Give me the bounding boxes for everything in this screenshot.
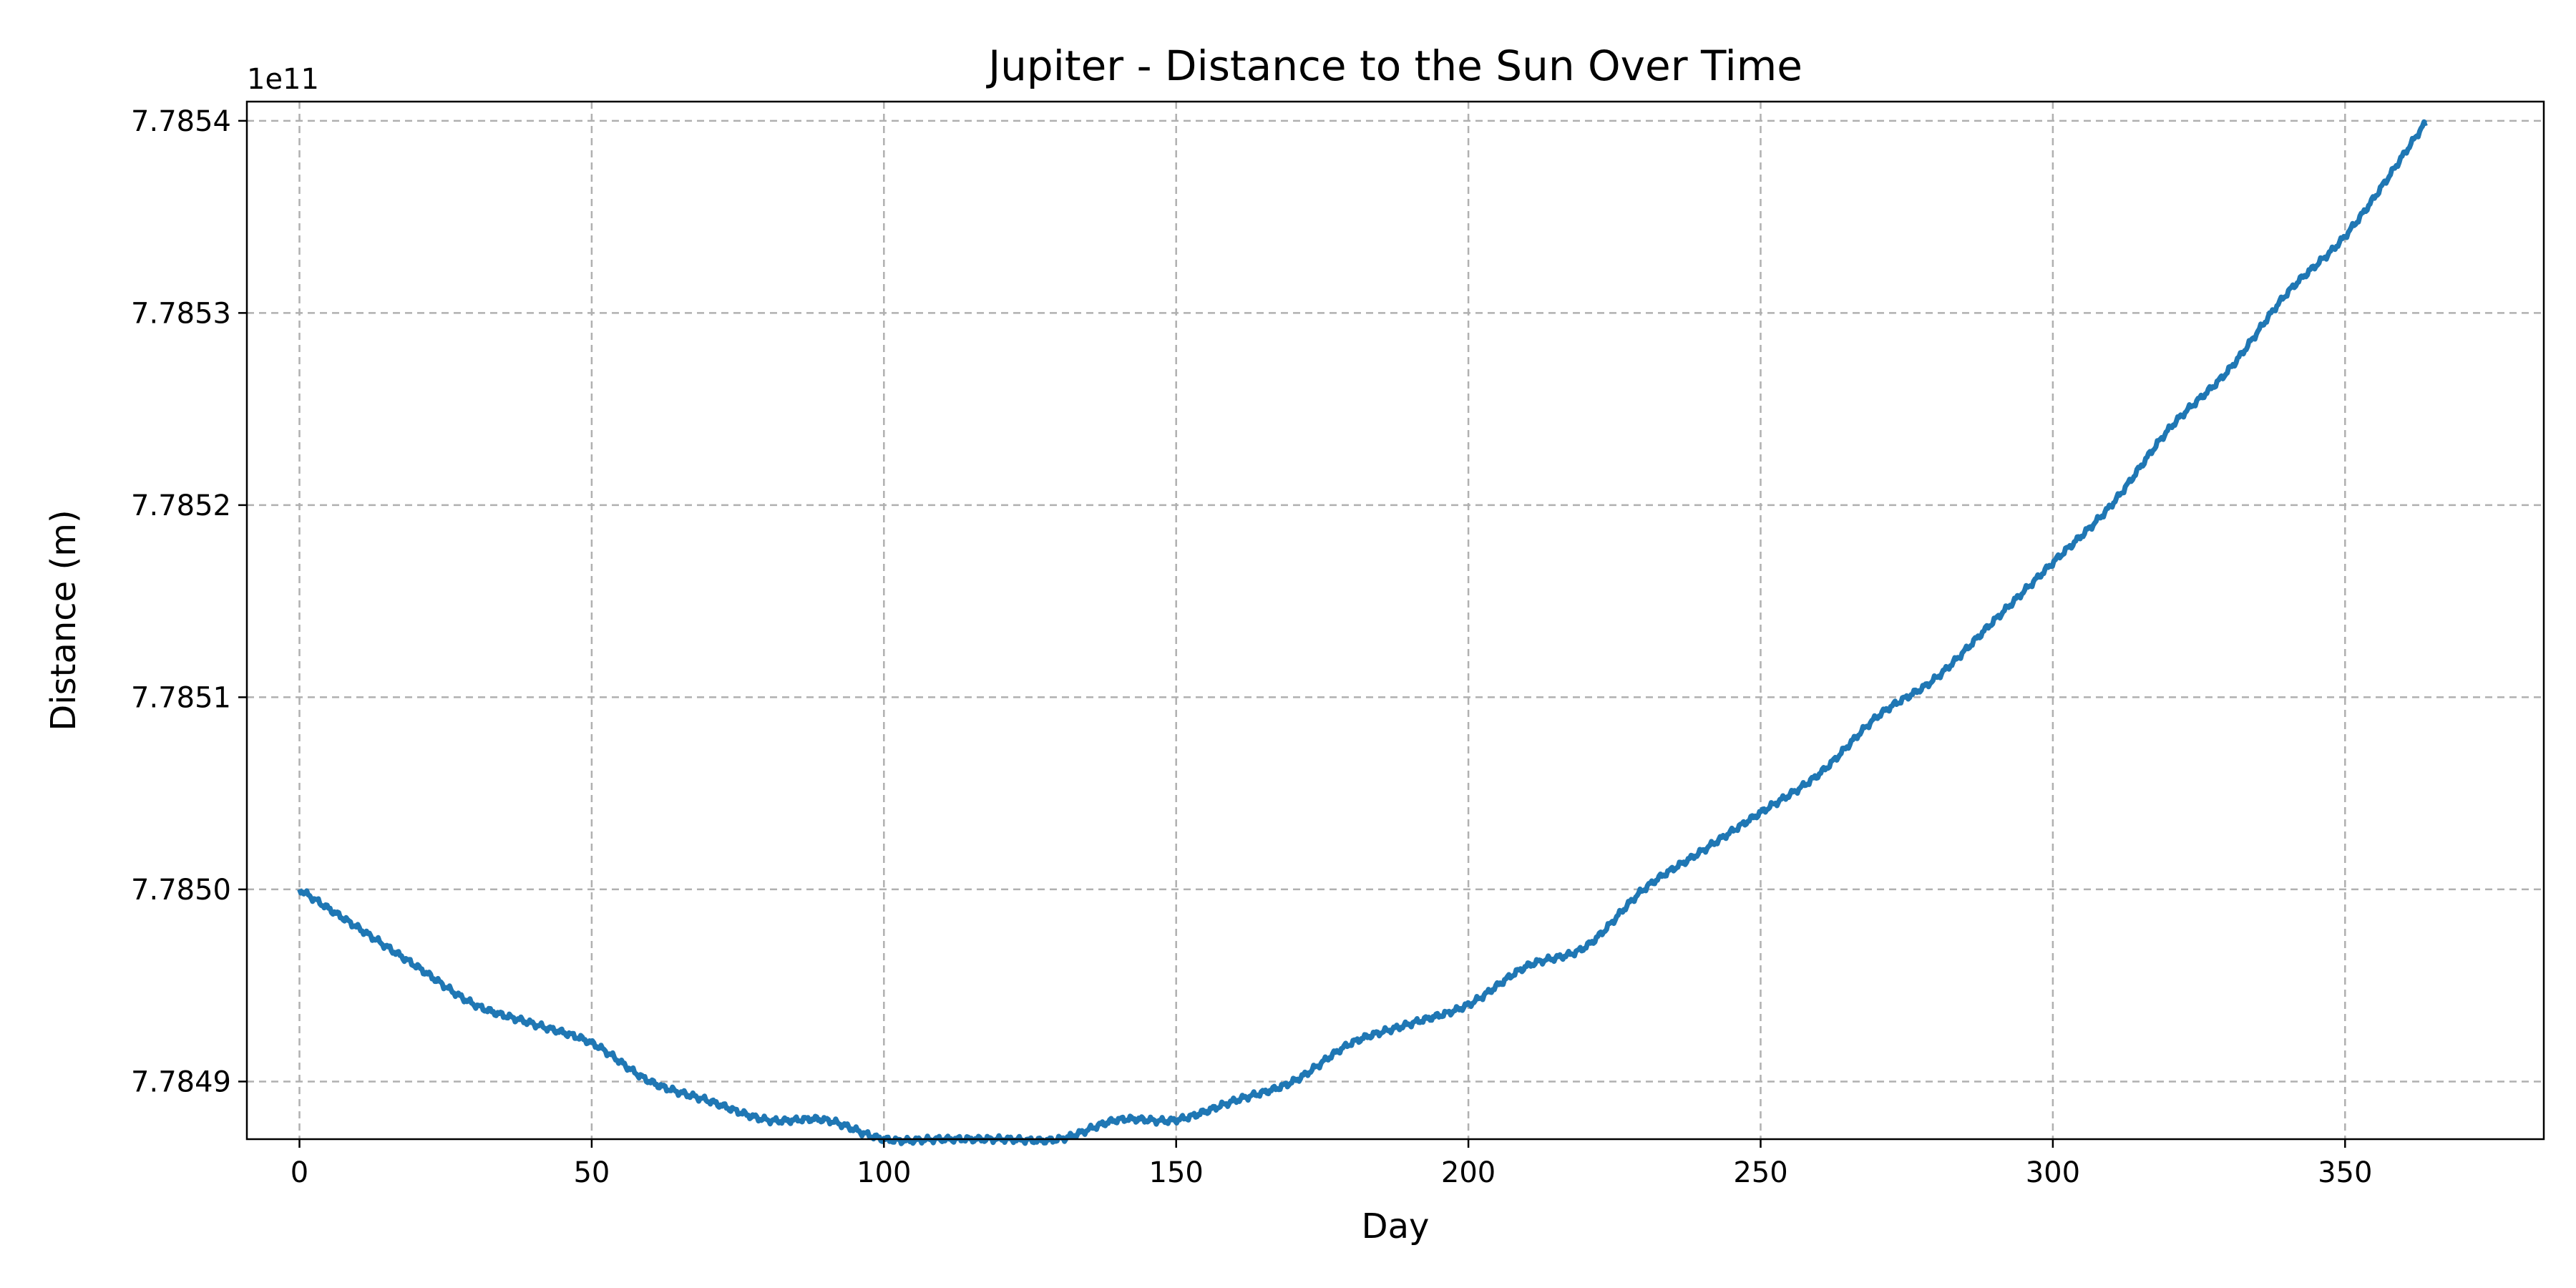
- y-tick-label: 7.7849: [131, 1065, 231, 1098]
- x-tick-label: 50: [573, 1156, 610, 1189]
- x-tick-label: 350: [2318, 1156, 2372, 1189]
- tick-layer: 0 50 100 150 200 250 300 350 7.7849 7.7850 7.7851 7…: [131, 105, 2372, 1189]
- plot-frame: [245, 100, 2545, 1141]
- y-tick-label: 7.7852: [131, 489, 231, 522]
- series-line: [297, 119, 2429, 1146]
- x-tick-label: 100: [857, 1156, 911, 1189]
- y-tick-label: 7.7853: [131, 297, 231, 330]
- y-tick-label: 7.7854: [131, 105, 231, 138]
- y-axis-label: Distance (m): [44, 509, 84, 731]
- x-axis-label: Day: [1362, 1206, 1430, 1246]
- x-tick-label: 0: [291, 1156, 308, 1189]
- grid-layer: [247, 102, 2544, 1139]
- chart-title: Jupiter - Distance to the Sun Over Time: [986, 42, 1802, 90]
- x-tick-label: 200: [1441, 1156, 1496, 1189]
- y-tick-label: 7.7850: [131, 874, 231, 907]
- x-tick-label: 300: [2026, 1156, 2080, 1189]
- y-tick-label: 7.7851: [131, 681, 231, 714]
- series-layer: [297, 119, 2429, 1146]
- y-offset-label: 1e11: [247, 63, 319, 96]
- x-tick-label: 150: [1149, 1156, 1204, 1189]
- x-tick-label: 250: [1733, 1156, 1787, 1189]
